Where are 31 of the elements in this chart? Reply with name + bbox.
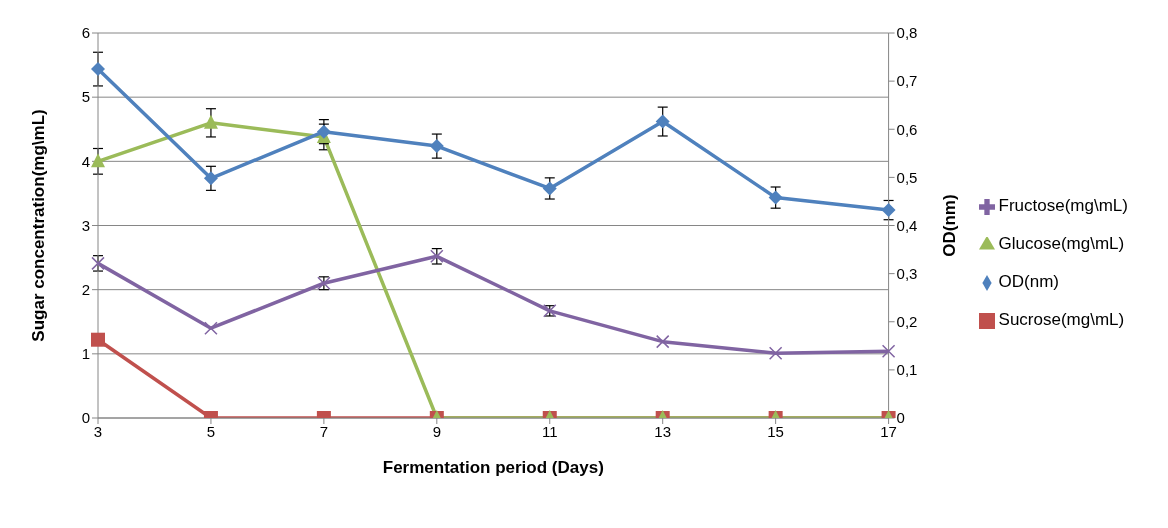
- x-tick-label: 13: [654, 422, 672, 440]
- y2-tick-label: 0: [896, 409, 905, 427]
- y2-tick-label: 0,2: [896, 313, 918, 331]
- x-tick-label: 5: [206, 422, 216, 440]
- legend-label: OD(nm): [998, 272, 1060, 291]
- y-tick-label: 6: [81, 24, 90, 42]
- y2-tick-label: 0,3: [896, 264, 918, 282]
- x-tick-label: 15: [767, 422, 784, 440]
- x-tick-label: 17: [880, 422, 897, 440]
- y-tick-label: 5: [81, 88, 90, 106]
- y2-tick-label: 0,8: [896, 24, 918, 42]
- x-tick-label: 9: [432, 422, 441, 440]
- y-tick-label: 0: [81, 409, 90, 427]
- y2-tick-label: 0,5: [896, 168, 918, 186]
- y-tick-label: 3: [81, 216, 90, 234]
- y2-tick-label: 0,1: [896, 361, 918, 379]
- y-tick-label: 2: [81, 280, 90, 298]
- x-axis-title: Fermentation period (Days): [382, 458, 604, 477]
- x-tick-label: 7: [319, 422, 329, 440]
- x-tick-label: 3: [93, 422, 103, 440]
- y2-axis-title: OD(nm): [939, 194, 959, 257]
- y2-tick-label: 0,7: [896, 72, 918, 90]
- y2-tick-label: 0,4: [896, 216, 918, 234]
- legend-label: Glucose(mg\mL): [998, 234, 1125, 253]
- legend-label: Sucrose(mg\mL): [998, 310, 1125, 329]
- legend-label: Fructose(mg\mL): [998, 196, 1128, 215]
- y-tick-label: 1: [81, 345, 90, 363]
- y-axis-title: Sugar concentration(mg\mL): [29, 109, 49, 342]
- x-tick-label: 11: [541, 422, 558, 440]
- y-tick-label: 4: [81, 152, 90, 170]
- y2-tick-label: 0,6: [896, 120, 918, 138]
